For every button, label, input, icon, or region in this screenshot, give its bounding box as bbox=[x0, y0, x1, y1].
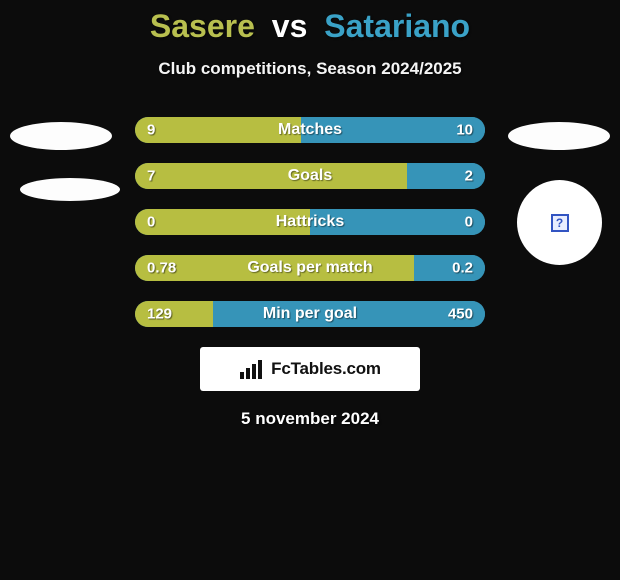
title-vs: vs bbox=[272, 8, 308, 44]
bar-row: 0.780.2Goals per match bbox=[135, 255, 485, 281]
subtitle: Club competitions, Season 2024/2025 bbox=[0, 59, 620, 79]
comparison-infographic: Sasere vs Satariano Club competitions, S… bbox=[0, 0, 620, 580]
title-player2: Satariano bbox=[324, 8, 470, 44]
decor-ellipse bbox=[10, 122, 112, 150]
bar-label: Goals bbox=[135, 167, 485, 185]
date-text: 5 november 2024 bbox=[0, 409, 620, 429]
bar-label: Hattricks bbox=[135, 213, 485, 231]
question-icon: ? bbox=[551, 214, 569, 232]
comparison-bars: 910Matches 72Goals 00Hattricks 0.780.2Goals… bbox=[135, 117, 485, 327]
brand-text: FcTables.com bbox=[271, 359, 381, 379]
bar-row: 910Matches bbox=[135, 117, 485, 143]
bar-row: 72Goals bbox=[135, 163, 485, 189]
decor-circle: ? bbox=[517, 180, 602, 265]
bar-label: Goals per match bbox=[135, 259, 485, 277]
brand-badge: FcTables.com bbox=[200, 347, 420, 391]
bar-label: Matches bbox=[135, 121, 485, 139]
decor-ellipse bbox=[20, 178, 120, 201]
title-player1: Sasere bbox=[150, 8, 255, 44]
page-title: Sasere vs Satariano bbox=[0, 0, 620, 45]
bars-icon bbox=[239, 358, 265, 380]
bar-row: 00Hattricks bbox=[135, 209, 485, 235]
bar-label: Min per goal bbox=[135, 305, 485, 323]
bar-row: 129450Min per goal bbox=[135, 301, 485, 327]
decor-ellipse bbox=[508, 122, 610, 150]
